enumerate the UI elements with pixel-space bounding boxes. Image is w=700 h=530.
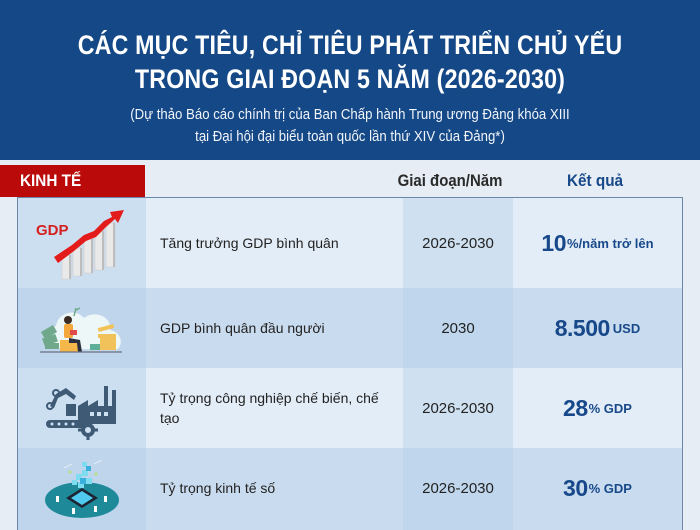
- row-period: 2026-2030: [403, 448, 513, 530]
- row-result: 30 % GDP: [513, 448, 682, 530]
- result-unit: % GDP: [588, 480, 632, 496]
- svg-text:GDP: GDP: [36, 222, 69, 239]
- result-unit: %/năm trở lên: [567, 235, 654, 251]
- icon-cell: [18, 368, 146, 448]
- row-label: GDP bình quân đầu người: [160, 320, 325, 336]
- result-value: 8.500: [554, 314, 611, 341]
- row-result: 8.500 USD: [513, 288, 682, 368]
- column-header-period: Giai đoạn/Năm: [397, 171, 503, 190]
- table-row: Tỷ trọng công nghiệp chế biến, chế tạo 2…: [18, 368, 682, 448]
- row-period: 2026-2030: [403, 198, 513, 288]
- factory-robot-arm-icon: [46, 386, 116, 440]
- icon-cell: [18, 448, 146, 530]
- column-header-result: Kết quả: [566, 171, 624, 190]
- table-row: GDP Tăng trưởng GDP bình quân 2026-2030 …: [18, 198, 682, 288]
- digital-chip-icon: [45, 459, 119, 518]
- table-header: KINH TẾ Giai đoạn/Năm Kết quả: [0, 165, 700, 197]
- icon-cell: GDP: [18, 198, 146, 288]
- header-banner: CÁC MỤC TIÊU, CHỈ TIÊU PHÁT TRIỂN CHỦ YẾ…: [0, 0, 700, 160]
- icon-cell: [18, 288, 146, 368]
- gdp-growth-chart-icon: GDP: [36, 210, 124, 280]
- row-result: 28 % GDP: [513, 368, 682, 448]
- page-title-line-2: TRONG GIAI ĐOẠN 5 NĂM (2026-2030): [134, 64, 566, 94]
- row-label: Tỷ trọng kinh tế số: [160, 480, 276, 496]
- row-result: 10 %/năm trở lên: [513, 198, 682, 288]
- result-value: 30: [563, 474, 588, 501]
- table-row: Tỷ trọng kinh tế số 2026-2030 30 % GDP: [18, 448, 682, 530]
- page-title-line-1: CÁC MỤC TIÊU, CHỈ TIÊU PHÁT TRIỂN CHỦ YẾ…: [77, 30, 623, 60]
- result-value: 28: [563, 394, 588, 421]
- result-value: 10: [541, 229, 567, 256]
- subtitle-line-2: tại Đại hội đại biểu toàn quốc lần thứ X…: [195, 128, 505, 145]
- section-tab-economy: KINH TẾ: [0, 165, 145, 197]
- targets-table: GDP Tăng trưởng GDP bình quân 2026-2030 …: [17, 197, 683, 530]
- result-unit: % GDP: [588, 400, 632, 416]
- row-period: 2030: [403, 288, 513, 368]
- table-row: GDP bình quân đầu người 2030 8.500 USD: [18, 288, 682, 368]
- section-tab-label: KINH TẾ: [20, 171, 82, 190]
- row-label: Tỷ trọng công nghiệp chế biến, chế tạo: [160, 390, 379, 426]
- subtitle-line-1: (Dự thảo Báo cáo chính trị của Ban Chấp …: [130, 106, 570, 123]
- row-label: Tăng trưởng GDP bình quân: [160, 235, 339, 251]
- person-money-icon: [40, 307, 122, 353]
- result-unit: USD: [612, 320, 641, 336]
- row-period: 2026-2030: [403, 368, 513, 448]
